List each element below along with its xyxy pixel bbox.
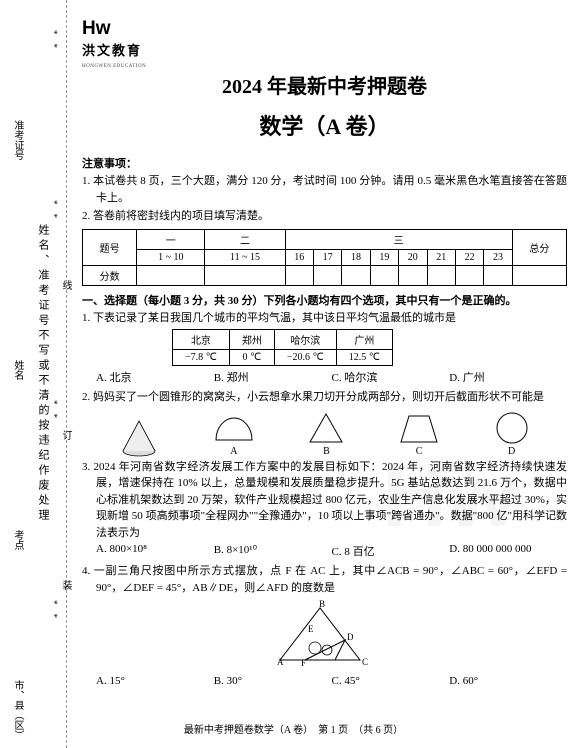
circle-icon bbox=[492, 410, 532, 446]
shape-c: C bbox=[397, 410, 441, 457]
q4-stem: 4. 一副三角尺按图中所示方式摆放，点 F 在 AC 上，其中∠ACB = 90… bbox=[82, 563, 567, 596]
q2-shapes: A B C D bbox=[92, 410, 557, 457]
q1-b: B. 郑州 bbox=[214, 369, 332, 385]
main-content: 2024 年最新中考押题卷 数学（A 卷） 注意事项： 1. 本试卷共 8 页，… bbox=[82, 70, 567, 691]
star: * * bbox=[48, 600, 61, 618]
q3-opts: A. 800×10⁸ B. 8×10¹⁰ C. 8 百亿 D. 80 000 0… bbox=[96, 543, 567, 559]
c23: 23 bbox=[484, 249, 512, 265]
notice-1: 1. 本试卷共 8 页，三个大题，满分 120 分，考试时间 100 分钟。请用… bbox=[82, 173, 567, 206]
svg-text:B: B bbox=[319, 600, 325, 609]
q1-c: C. 哈尔滨 bbox=[332, 369, 450, 385]
binding-dash-line bbox=[66, 0, 67, 748]
label-kd: 考点 bbox=[10, 530, 25, 550]
notice-head: 注意事项： bbox=[82, 155, 567, 171]
star: * * bbox=[48, 200, 61, 218]
logo-cn: 洪文教育 bbox=[82, 43, 142, 58]
th-1: 一 bbox=[137, 229, 205, 249]
r-11-15: 11 ~ 15 bbox=[205, 249, 285, 265]
r-1-10: 1 ~ 10 bbox=[137, 249, 205, 265]
q3-stem: 3. 2024 年河南省数字经济发展工作方案中的发展目标如下：2024 年，河南… bbox=[82, 459, 567, 542]
q1-table: 北京郑州哈尔滨广州 −7.8 ℃0 ℃−20.6 ℃12.5 ℃ bbox=[172, 329, 393, 366]
c22: 22 bbox=[455, 249, 483, 265]
q4-d: D. 60° bbox=[449, 675, 567, 687]
label-xm: 姓名 bbox=[10, 360, 25, 380]
q3-c: C. 8 百亿 bbox=[332, 543, 450, 559]
star: * * bbox=[48, 400, 61, 418]
bind-zhuang: 装 bbox=[58, 580, 73, 590]
c17: 17 bbox=[313, 249, 341, 265]
q4-c: C. 45° bbox=[332, 675, 450, 687]
th-num: 题号 bbox=[83, 229, 137, 265]
svg-text:C: C bbox=[362, 657, 368, 667]
shape-a: A bbox=[212, 410, 256, 457]
logo-en: HONGWEN EDUCATION bbox=[82, 64, 146, 69]
q2-stem: 2. 妈妈买了一个圆锥形的窝窝头，小云想拿水果刀切开分成两部分，则切开后截面形状… bbox=[82, 389, 567, 406]
q3-d: D. 80 000 000 000 bbox=[449, 543, 567, 559]
q3-b: B. 8×10¹⁰ bbox=[214, 543, 332, 559]
q1-stem: 1. 下表记录了某日我国几个城市的平均气温，其中该日平均气温最低的城市是 bbox=[82, 310, 567, 327]
bind-ding: 订 bbox=[58, 430, 73, 440]
page-footer: 最新中考押题卷数学（A 卷） 第 1 页 （共 6 页） bbox=[0, 721, 587, 736]
q4-figure: A B C D E F bbox=[82, 600, 567, 671]
shape-cone bbox=[117, 417, 161, 457]
c19: 19 bbox=[370, 249, 398, 265]
exam-page: Hw 姓名、准考证号不写或不清的按违纪作废处理 准考证号 姓名 考点 市、县（区… bbox=[0, 0, 587, 748]
label-zkzh: 准考证号 bbox=[10, 120, 25, 160]
q1-d: D. 广州 bbox=[449, 369, 567, 385]
binding-column: 姓名、准考证号不写或不清的按违纪作废处理 准考证号 姓名 考点 市、县（区） *… bbox=[0, 0, 72, 748]
svg-text:D: D bbox=[347, 632, 354, 642]
section-1-title: 一、选择题（每小题 3 分，共 30 分）下列各小题均有四个选项，其中只有一个是… bbox=[82, 292, 567, 308]
shape-b: B bbox=[306, 410, 346, 457]
c20: 20 bbox=[399, 249, 427, 265]
q3-a: A. 800×10⁸ bbox=[96, 543, 214, 559]
logo-hw: Hw bbox=[82, 18, 111, 39]
trapezoid-icon bbox=[397, 410, 441, 446]
score-table: 题号 一 二 三 总分 1 ~ 10 11 ~ 15 16 17 18 19 2… bbox=[82, 229, 567, 286]
th-total: 总分 bbox=[512, 229, 566, 265]
shape-d: D bbox=[492, 410, 532, 457]
logo: Hw 洪文教育 HONGWEN EDUCATION bbox=[82, 18, 146, 70]
semicircle-icon bbox=[212, 410, 256, 446]
side-warning: 姓名、准考证号不写或不清的按违纪作废处理 bbox=[35, 0, 51, 748]
q4-opts: A. 15° B. 30° C. 45° D. 60° bbox=[96, 675, 567, 687]
th-score: 分数 bbox=[83, 265, 137, 285]
bind-xian: 线 bbox=[58, 280, 73, 290]
c18: 18 bbox=[342, 249, 370, 265]
svg-text:E: E bbox=[308, 624, 314, 634]
th-2: 二 bbox=[205, 229, 285, 249]
notice-2: 2. 答卷前将密封线内的项目填写清楚。 bbox=[82, 208, 567, 225]
star: * * bbox=[48, 30, 61, 48]
c21: 21 bbox=[427, 249, 455, 265]
svg-text:F: F bbox=[301, 658, 306, 668]
title-year: 2024 年最新中考押题卷 bbox=[82, 70, 567, 99]
th-3: 三 bbox=[285, 229, 512, 249]
q4-a: A. 15° bbox=[96, 675, 214, 687]
title-subject: 数学（A 卷） bbox=[82, 109, 567, 141]
svg-text:A: A bbox=[277, 657, 284, 667]
triangle-ruler-icon: A B C D E F bbox=[265, 600, 385, 668]
triangle-icon bbox=[306, 410, 346, 446]
q1-opts: A. 北京 B. 郑州 C. 哈尔滨 D. 广州 bbox=[96, 369, 567, 385]
q4-b: B. 30° bbox=[214, 675, 332, 687]
c16: 16 bbox=[285, 249, 313, 265]
cone-icon bbox=[117, 417, 161, 457]
q1-a: A. 北京 bbox=[96, 369, 214, 385]
